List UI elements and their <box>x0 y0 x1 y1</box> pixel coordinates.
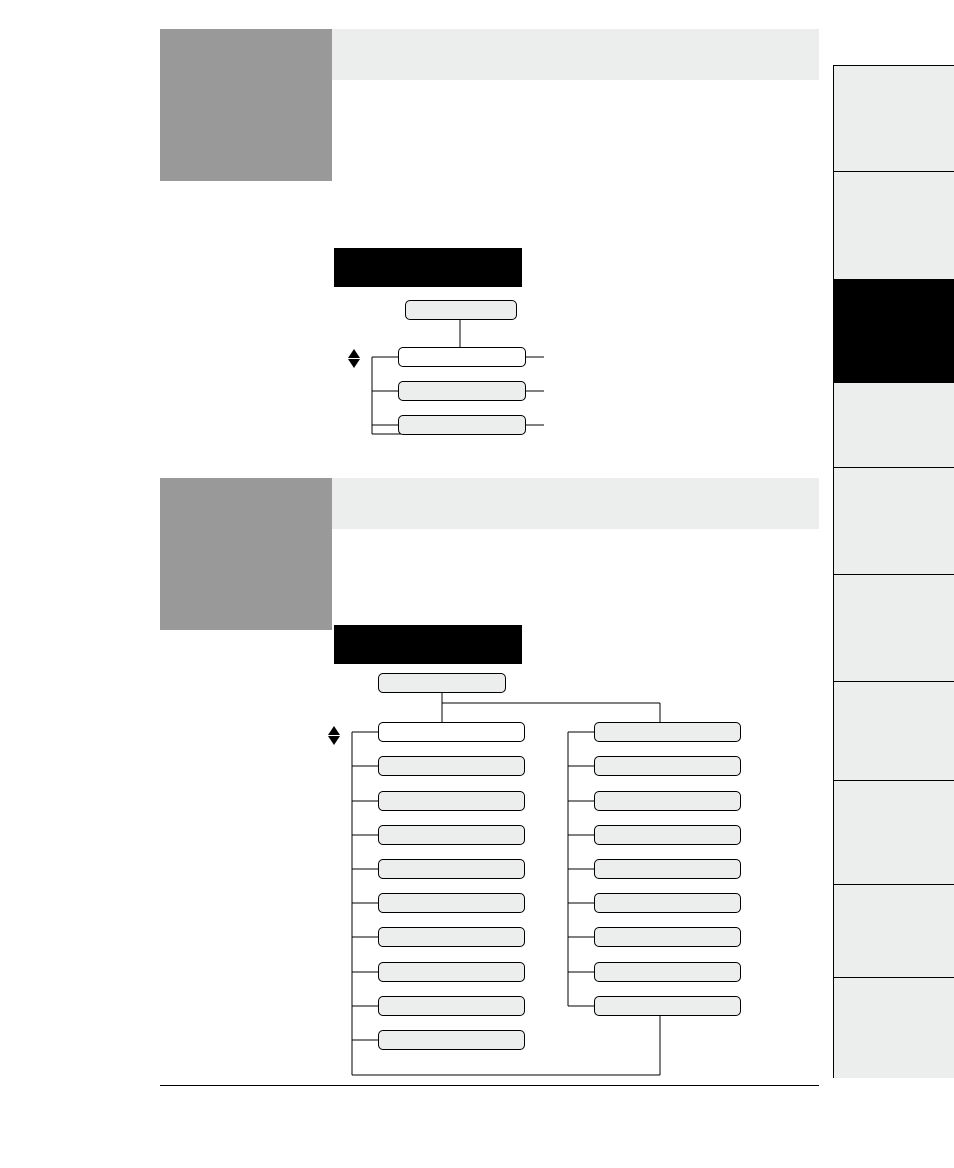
section2-col2-item-4 <box>594 825 741 845</box>
sidebar-tab-7[interactable] <box>834 682 954 781</box>
sidebar-tab-3[interactable] <box>834 280 954 383</box>
section2-col2-item-8 <box>594 962 741 982</box>
section2-col1-item-5 <box>378 859 525 879</box>
section2-col1-item-9 <box>378 996 525 1016</box>
section1-updown-icon <box>346 348 362 369</box>
section2-col1-item-7 <box>378 927 525 947</box>
section2-col1-item-3 <box>378 791 525 811</box>
section2-col1-item-6 <box>378 893 525 913</box>
section2-updown-icon <box>326 725 342 746</box>
sidebar-tabs <box>833 65 954 1078</box>
section1-image-placeholder <box>160 29 332 181</box>
sidebar-tab-10[interactable] <box>834 978 954 1079</box>
sidebar-tab-5[interactable] <box>834 468 954 575</box>
section2-root-node <box>378 673 506 693</box>
section2-subheading-bar <box>334 625 522 664</box>
section2-col1-item-10 <box>378 1030 525 1050</box>
section2-col1-item-2 <box>378 756 525 776</box>
section1-subheading-bar <box>334 248 522 287</box>
section2-col1-item-4 <box>378 825 525 845</box>
section1-option-3 <box>398 415 526 435</box>
footer-rule <box>160 1085 819 1086</box>
section2-heading-bar <box>332 478 819 529</box>
section2-col2-item-5 <box>594 859 741 879</box>
section2-col1-item-1 <box>378 722 525 742</box>
section1-option-2 <box>398 381 526 401</box>
section1-option-1 <box>398 347 526 367</box>
sidebar-tab-1[interactable] <box>834 66 954 172</box>
section2-col2-item-1 <box>594 722 741 742</box>
section2-col2-item-7 <box>594 927 741 947</box>
sidebar-tab-4[interactable] <box>834 383 954 468</box>
section2-col2-item-6 <box>594 893 741 913</box>
section1-root-node <box>405 300 517 320</box>
section2-col1-item-8 <box>378 962 525 982</box>
section2-diagram-wires <box>0 0 954 1168</box>
section1-heading-bar <box>332 29 819 80</box>
sidebar-tab-9[interactable] <box>834 885 954 978</box>
section1-diagram-wires <box>0 0 954 1168</box>
section2-col2-item-3 <box>594 791 741 811</box>
section2-col2-item-9 <box>594 996 741 1016</box>
sidebar-tab-8[interactable] <box>834 781 954 885</box>
sidebar-tab-6[interactable] <box>834 575 954 682</box>
section2-col2-item-2 <box>594 756 741 776</box>
sidebar-tab-2[interactable] <box>834 172 954 280</box>
section2-image-placeholder <box>160 478 332 630</box>
